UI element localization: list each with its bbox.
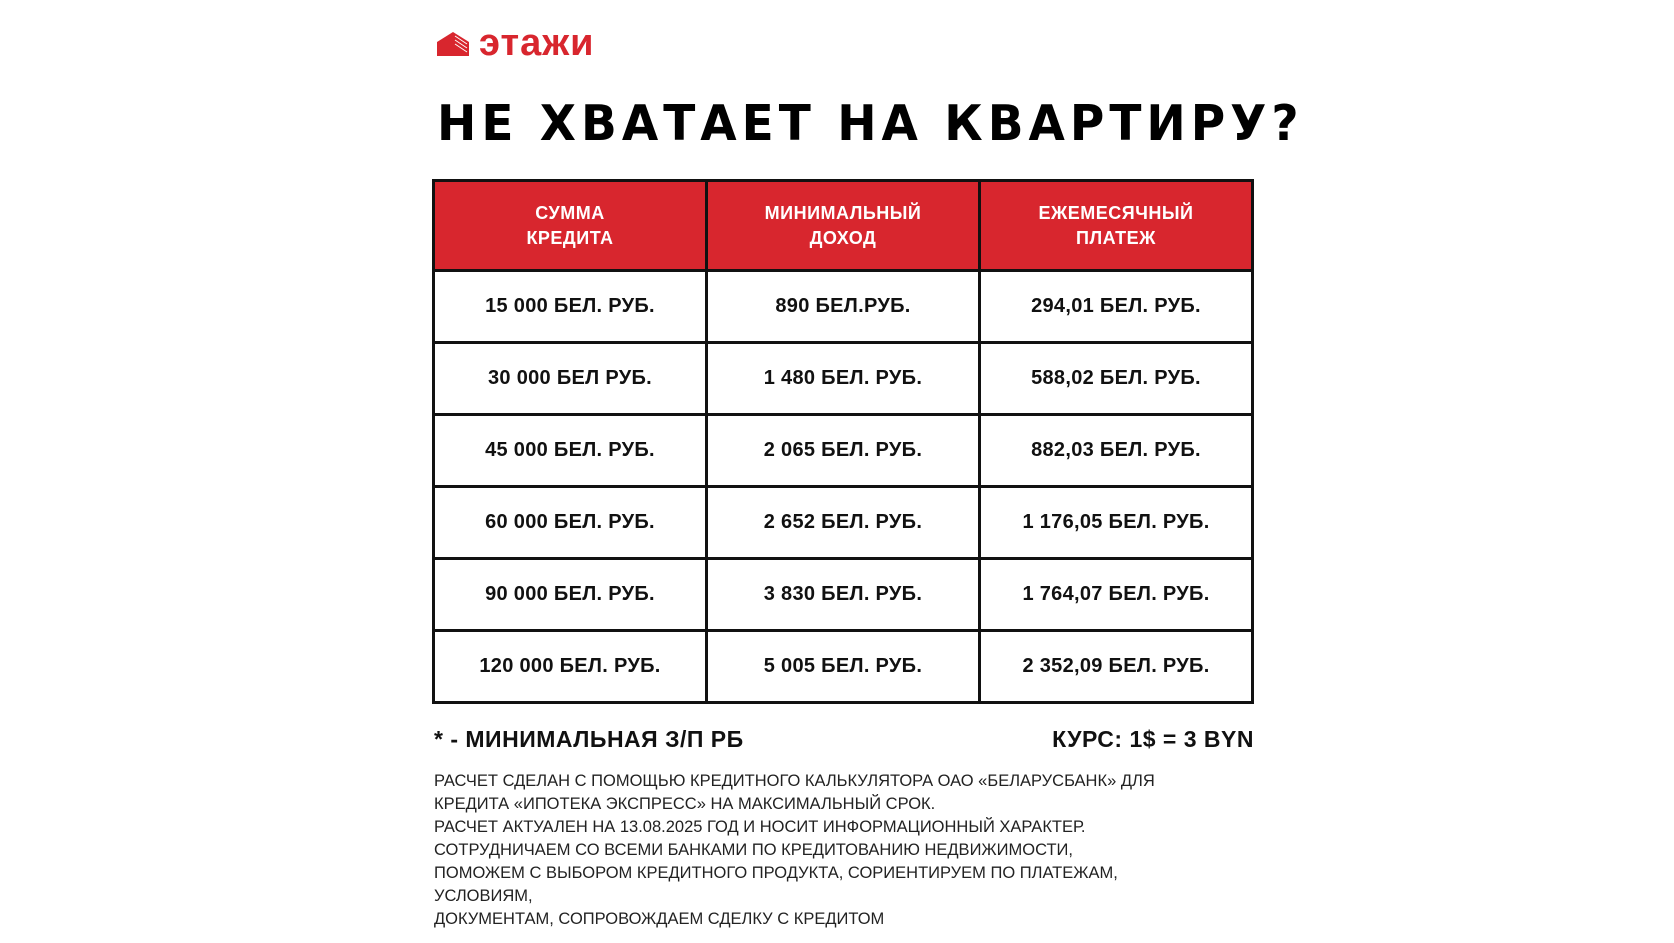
header-line: ДОХОД (809, 227, 877, 248)
disclaimer-line: РАСЧЕТ СДЕЛАН С ПОМОЩЬЮ КРЕДИТНОГО КАЛЬК… (434, 772, 1155, 790)
loan-amount-cell: 45 000 БЕЛ. РУБ. (432, 413, 708, 488)
header-line: ПЛАТЕЖ (1076, 227, 1156, 248)
min-income-cell: 1 480 БЕЛ. РУБ. (705, 341, 981, 416)
monthly-payment-cell: 1 176,05 БЕЛ. РУБ. (978, 485, 1254, 560)
disclaimer-line: ПОМОЖЕМ С ВЫБОРОМ КРЕДИТНОГО ПРОДУКТА, С… (434, 864, 1118, 882)
min-income-cell: 3 830 БЕЛ. РУБ. (705, 557, 981, 632)
min-income-cell: 2 065 БЕЛ. РУБ. (705, 413, 981, 488)
disclaimer-line: СОТРУДНИЧАЕМ СО ВСЕМИ БАНКАМИ ПО КРЕДИТО… (434, 841, 1073, 859)
monthly-payment-cell: 882,03 БЕЛ. РУБ. (978, 413, 1254, 488)
header-line: КРЕДИТА (526, 227, 614, 248)
header-line: СУММА (535, 202, 605, 223)
disclaimer-line: УСЛОВИЯМ, (434, 887, 533, 905)
loan-amount-cell: 90 000 БЕЛ. РУБ. (432, 557, 708, 632)
monthly-payment-cell: 1 764,07 БЕЛ. РУБ. (978, 557, 1254, 632)
header-loan-amount: СУММА КРЕДИТА (432, 179, 708, 272)
table-row: 90 000 БЕЛ. РУБ. 3 830 БЕЛ. РУБ. 1 764,07 … (432, 557, 1254, 632)
building-logo-icon (437, 32, 469, 56)
brand-name: этажи (479, 22, 595, 64)
loan-amount-cell: 60 000 БЕЛ. РУБ. (432, 485, 708, 560)
credit-table: СУММА КРЕДИТА МИНИМАЛЬНЫЙ ДОХОД ЕЖЕМЕСЯЧНЫ… (432, 179, 1254, 704)
table-row: 45 000 БЕЛ. РУБ. 2 065 БЕЛ. РУБ. 882,03 БЕ… (432, 413, 1254, 488)
table-row: 30 000 БЕЛ РУБ. 1 480 БЕЛ. РУБ. 588,02 БЕЛ… (432, 341, 1254, 416)
table-row: 60 000 БЕЛ. РУБ. 2 652 БЕЛ. РУБ. 1 176,05 … (432, 485, 1254, 560)
page-title: НЕ ХВАТАЕТ НА КВАРТИРУ? (437, 94, 1304, 153)
header-line: ЕЖЕМЕСЯЧНЫЙ (1038, 202, 1194, 223)
min-income-cell: 890 БЕЛ.РУБ. (705, 269, 981, 344)
min-income-cell: 2 652 БЕЛ. РУБ. (705, 485, 981, 560)
disclaimer-line: РАСЧЕТ АКТУАЛЕН НА 13.08.2025 ГОД И НОСИ… (434, 818, 1086, 836)
monthly-payment-cell: 588,02 БЕЛ. РУБ. (978, 341, 1254, 416)
loan-amount-cell: 30 000 БЕЛ РУБ. (432, 341, 708, 416)
header-line: МИНИМАЛЬНЫЙ (764, 202, 922, 223)
brand-logo: этажи (437, 24, 595, 62)
disclaimer-line: КРЕДИТА «ИПОТЕКА ЭКСПРЕСС» НА МАКСИМАЛЬН… (434, 795, 936, 813)
disclaimer: РАСЧЕТ СДЕЛАН С ПОМОЩЬЮ КРЕДИТНОГО КАЛЬК… (434, 770, 1274, 931)
exchange-rate: КУРС: 1$ = 3 BYN (1052, 726, 1254, 752)
min-income-cell: 5 005 БЕЛ. РУБ. (705, 629, 981, 704)
monthly-payment-cell: 294,01 БЕЛ. РУБ. (978, 269, 1254, 344)
table-header-row: СУММА КРЕДИТА МИНИМАЛЬНЫЙ ДОХОД ЕЖЕМЕСЯЧНЫ… (432, 179, 1254, 272)
table-row: 15 000 БЕЛ. РУБ. 890 БЕЛ.РУБ. 294,01 БЕЛ. … (432, 269, 1254, 344)
footnote: * - МИНИМАЛЬНАЯ З/П РБ (434, 726, 744, 752)
disclaimer-line: ДОКУМЕНТАМ, СОПРОВОЖДАЕМ СДЕЛКУ С КРЕДИТ… (434, 910, 885, 928)
loan-amount-cell: 120 000 БЕЛ. РУБ. (432, 629, 708, 704)
monthly-payment-cell: 2 352,09 БЕЛ. РУБ. (978, 629, 1254, 704)
header-monthly-payment: ЕЖЕМЕСЯЧНЫЙ ПЛАТЕЖ (978, 179, 1254, 272)
loan-amount-cell: 15 000 БЕЛ. РУБ. (432, 269, 708, 344)
table-row: 120 000 БЕЛ. РУБ. 5 005 БЕЛ. РУБ. 2 352,09… (432, 629, 1254, 704)
header-min-income: МИНИМАЛЬНЫЙ ДОХОД (705, 179, 981, 272)
